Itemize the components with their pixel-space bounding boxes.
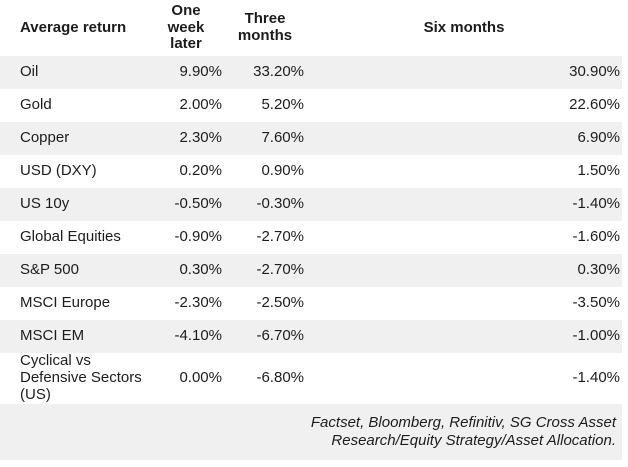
row-label: Cyclical vs Defensive Sectors (US) <box>20 352 142 403</box>
table-body: Oil 9.90% 33.20% 30.90% Gold 2.00% 5.20%… <box>0 56 622 404</box>
row-label: Global Equities <box>20 228 121 246</box>
returns-table: Average return One week later Three mont… <box>0 0 622 404</box>
table-row-msci-em: MSCI EM -4.10% -6.70% -1.00% <box>0 320 622 353</box>
column-header-three-months: Three months <box>224 0 306 56</box>
cell-one-week: 0.00% <box>179 369 222 387</box>
column-header-label: Six months <box>423 18 505 36</box>
cell-six-months: 6.90% <box>577 129 620 147</box>
cell-three-months: -2.50% <box>256 294 304 312</box>
cell-three-months: 33.20% <box>253 63 304 81</box>
column-header-one-week-later: One week later <box>148 0 224 56</box>
cell-one-week: -0.90% <box>174 228 222 246</box>
cell-one-week: 0.30% <box>179 261 222 279</box>
cell-one-week: 9.90% <box>179 63 222 81</box>
table-row-global-equities: Global Equities -0.90% -2.70% -1.60% <box>0 221 622 254</box>
cell-six-months: -1.00% <box>572 327 620 345</box>
table-row-msci-europe: MSCI Europe -2.30% -2.50% -3.50% <box>0 287 622 320</box>
cell-three-months: -2.70% <box>256 228 304 246</box>
cell-three-months: -6.70% <box>256 327 304 345</box>
row-label: MSCI Europe <box>20 294 111 312</box>
source-note-text: Factset, Bloomberg, Refinitiv, SG Cross … <box>310 413 616 449</box>
cell-one-week: 0.20% <box>179 162 222 180</box>
table-row-us-10y: US 10y -0.50% -0.30% -1.40% <box>0 188 622 221</box>
column-header-label: Average return <box>20 18 127 36</box>
column-header-label: One week later <box>167 1 205 53</box>
cell-one-week: -0.50% <box>174 195 222 213</box>
cell-six-months: 30.90% <box>569 63 620 81</box>
row-label: Copper <box>20 129 70 147</box>
cell-six-months: -3.50% <box>572 294 620 312</box>
cell-three-months: 5.20% <box>261 96 304 114</box>
cell-six-months: -1.40% <box>572 195 620 213</box>
cell-three-months: 7.60% <box>261 129 304 147</box>
table-row-oil: Oil 9.90% 33.20% 30.90% <box>0 56 622 89</box>
row-label: MSCI EM <box>20 327 85 345</box>
cell-one-week: 2.00% <box>179 96 222 114</box>
cell-six-months: 0.30% <box>577 261 620 279</box>
cell-three-months: -2.70% <box>256 261 304 279</box>
row-label: Oil <box>20 63 39 81</box>
cell-six-months: 22.60% <box>569 96 620 114</box>
row-label: USD (DXY) <box>20 162 97 180</box>
cell-six-months: -1.40% <box>572 369 620 387</box>
cell-six-months: 1.50% <box>577 162 620 180</box>
cell-three-months: -0.30% <box>256 195 304 213</box>
table-header: Average return One week later Three mont… <box>0 0 622 56</box>
cell-one-week: -2.30% <box>174 294 222 312</box>
table-row-usd-dxy: USD (DXY) 0.20% 0.90% 1.50% <box>0 155 622 188</box>
row-label: S&P 500 <box>20 261 79 279</box>
cell-one-week: -4.10% <box>174 327 222 345</box>
row-label: US 10y <box>20 195 70 213</box>
header-row: Average return One week later Three mont… <box>0 0 622 56</box>
table-row-cyclical-vs-defensive-sectors-us: Cyclical vs Defensive Sectors (US) 0.00%… <box>0 352 622 404</box>
column-header-six-months: Six months <box>306 0 622 56</box>
column-header-label: Three months <box>237 10 293 44</box>
cell-three-months: 0.90% <box>261 162 304 180</box>
table-row-copper: Copper 2.30% 7.60% 6.90% <box>0 122 622 155</box>
table-row-gold: Gold 2.00% 5.20% 22.60% <box>0 89 622 122</box>
cell-three-months: -6.80% <box>256 369 304 387</box>
source-note: Factset, Bloomberg, Refinitiv, SG Cross … <box>0 404 622 460</box>
column-header-average-return: Average return <box>0 0 148 56</box>
cell-one-week: 2.30% <box>179 129 222 147</box>
cell-six-months: -1.60% <box>572 228 620 246</box>
row-label: Gold <box>20 96 52 114</box>
table-row-sp-500: S&P 500 0.30% -2.70% 0.30% <box>0 254 622 287</box>
